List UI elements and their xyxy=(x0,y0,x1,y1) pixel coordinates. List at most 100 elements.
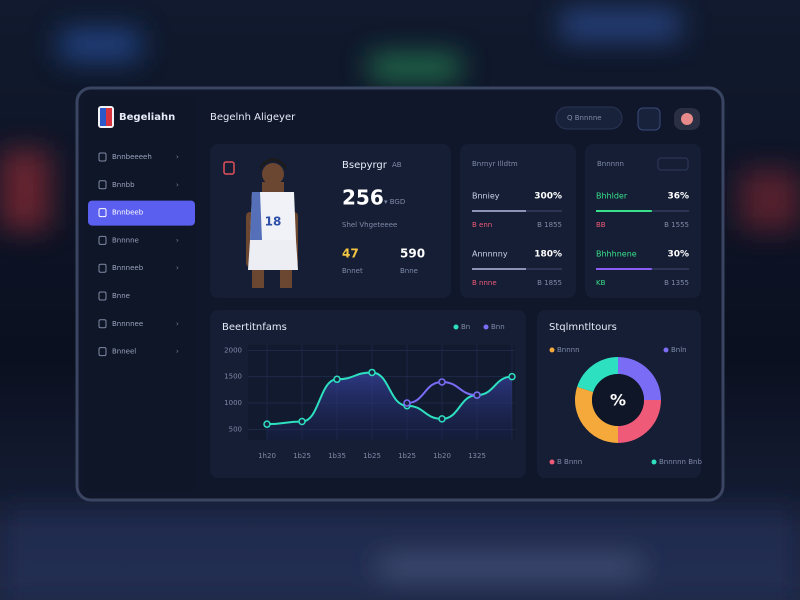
legend-dot xyxy=(483,324,489,330)
donut-segment xyxy=(575,386,618,443)
stats-card-right xyxy=(585,144,701,298)
stat-foot: KB xyxy=(596,279,606,287)
point xyxy=(473,391,481,399)
x-tick-label: 1h20 xyxy=(258,452,276,460)
donut-segment xyxy=(618,400,661,443)
menu-icon xyxy=(98,208,107,218)
line-chart-title: Beertitnfams xyxy=(222,322,287,333)
menu-icon xyxy=(98,152,107,162)
stats-card-left xyxy=(460,144,576,298)
menu-icon xyxy=(98,235,107,245)
y-tick-label: 500 xyxy=(229,425,242,433)
x-tick-label: 1b35 xyxy=(328,452,346,460)
stat-label: Bnniey xyxy=(472,192,500,201)
stats-title: Bnnnnn xyxy=(597,160,624,168)
stat-value: 30% xyxy=(667,250,689,260)
stat-foot: B 1555 xyxy=(664,221,689,229)
x-tick-label: 1b25 xyxy=(398,452,416,460)
search-text: Q Bnnnne xyxy=(567,114,602,122)
y-tick-label: 1500 xyxy=(224,373,242,381)
legend-label: Bnnnn xyxy=(557,346,580,354)
jersey-number: 18 xyxy=(265,215,282,229)
legend-dot xyxy=(549,459,555,465)
menu-chevron: › xyxy=(176,264,179,272)
player-subtitle: Shel Vhgeteeee xyxy=(342,221,397,229)
point xyxy=(263,420,271,428)
stat-foot: B enn xyxy=(472,221,492,229)
point xyxy=(403,399,411,407)
logo-red xyxy=(106,108,112,126)
stat-label: Bhhhnene xyxy=(596,250,637,259)
legend-label: Bnnnnn Bnb xyxy=(659,458,702,466)
stats-title: Bnrnyr Illdtm xyxy=(472,160,518,168)
menu-active xyxy=(88,200,195,226)
player-stat-label: Bnnet xyxy=(342,267,363,275)
x-tick-label: 1325 xyxy=(468,452,486,460)
donut-segment xyxy=(577,357,618,392)
player-main-note: ▾ BGD xyxy=(384,198,405,206)
legend-label: Bnln xyxy=(671,346,687,354)
player-title-note: AB xyxy=(392,161,402,169)
avatar-face xyxy=(681,113,693,125)
menu-chevron: › xyxy=(176,181,179,189)
arena-blur xyxy=(0,10,800,600)
point xyxy=(508,372,516,381)
menu-item[interactable]: Bnnbeeeeh xyxy=(112,153,152,161)
point xyxy=(333,375,341,384)
legend-dot xyxy=(663,347,669,353)
sidebar xyxy=(84,96,196,492)
menu-item[interactable]: Bnne xyxy=(112,292,130,300)
stat-foot: BB xyxy=(596,221,606,229)
point xyxy=(438,415,446,423)
legend-label: B Bnnn xyxy=(557,458,582,466)
logo-blue xyxy=(100,108,106,126)
menu-item[interactable]: Bnnneeb xyxy=(112,264,144,272)
stat-value: 300% xyxy=(534,192,562,202)
stat-foot: B 1355 xyxy=(664,279,689,287)
player-figure xyxy=(223,158,298,288)
stat-label: Annnnny xyxy=(472,250,508,259)
player-title: Bsepyrgr xyxy=(342,160,388,171)
header-title: Begelnh Aligeyer xyxy=(210,112,296,123)
line-legend: Bn Bnn xyxy=(453,323,505,331)
menu-item[interactable]: Bnnbb xyxy=(112,181,135,189)
menu-icon xyxy=(98,347,107,357)
legend-dot xyxy=(453,324,459,330)
x-tick-label: 1b20 xyxy=(433,452,451,460)
menu-item[interactable]: Bnneel xyxy=(112,348,136,356)
line xyxy=(266,371,513,426)
legend-label: Bn xyxy=(461,323,470,331)
point xyxy=(368,368,376,377)
y-tick-label: 2000 xyxy=(224,346,242,354)
player-stat-label: Bnne xyxy=(400,267,418,275)
stat-label: Bhhlder xyxy=(596,192,628,201)
x-tick-label: 1b25 xyxy=(293,452,311,460)
menu-item[interactable]: Bnnbeeb xyxy=(112,209,144,217)
y-tick-label: 1000 xyxy=(224,399,242,407)
menu-item[interactable]: Bnnnne xyxy=(112,236,139,244)
area xyxy=(267,372,512,440)
donut-hole xyxy=(592,374,644,426)
menu-chevron: › xyxy=(176,348,179,356)
stat-foot: B nnne xyxy=(472,279,497,287)
stat-foot: B 1855 xyxy=(537,279,562,287)
filter-button[interactable] xyxy=(657,157,689,171)
brand: Begeliahn xyxy=(119,112,175,123)
icon-button[interactable] xyxy=(637,107,661,131)
menu-icon xyxy=(98,263,107,273)
menu-icon xyxy=(98,319,107,329)
menu-item[interactable]: Bnnnnee xyxy=(112,320,143,328)
donut-segment xyxy=(618,357,661,400)
point xyxy=(438,378,446,386)
menu-chevron: › xyxy=(176,236,179,244)
legend-label: Bnn xyxy=(491,323,505,331)
player-stat-value: 47 xyxy=(342,247,359,261)
search-box[interactable] xyxy=(555,106,623,130)
legend-dot xyxy=(549,347,555,353)
menu-chevron: › xyxy=(176,153,179,161)
player-stat-value: 590 xyxy=(400,247,425,261)
stat-foot: B 1855 xyxy=(537,221,562,229)
menu-icon xyxy=(98,291,107,301)
donut-title: Stqlmntltours xyxy=(549,322,617,333)
menu-chevron: › xyxy=(176,320,179,328)
